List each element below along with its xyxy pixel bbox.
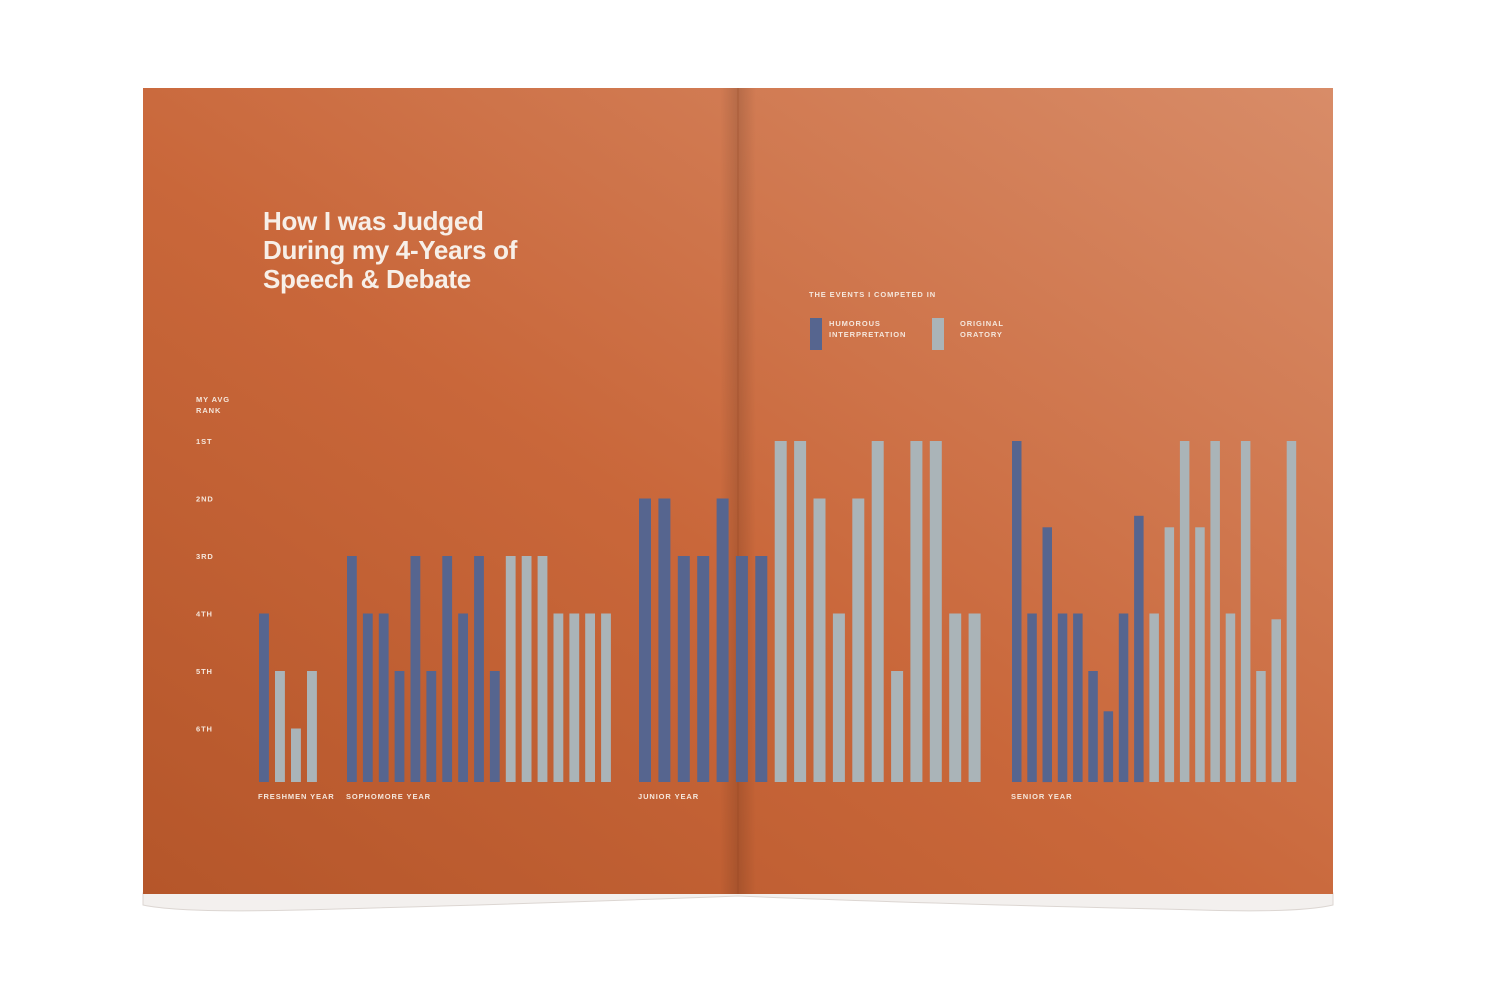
bar-humorous bbox=[394, 671, 405, 782]
bar-oratory bbox=[585, 613, 595, 782]
bar-oratory bbox=[1240, 441, 1251, 782]
title-line: During my 4-Years of bbox=[263, 235, 518, 265]
bar-humorous bbox=[362, 613, 373, 782]
bar-humorous bbox=[489, 671, 500, 782]
y-tick-label: 2ND bbox=[196, 495, 214, 504]
bar-oratory bbox=[537, 556, 548, 782]
title-line: How I was Judged bbox=[263, 206, 484, 236]
bar-humorous bbox=[1012, 441, 1022, 782]
bar-oratory bbox=[949, 613, 962, 782]
bar-oratory bbox=[852, 498, 865, 782]
bar-humorous bbox=[1027, 613, 1037, 782]
bar-oratory bbox=[774, 441, 787, 782]
bar-humorous bbox=[1118, 613, 1129, 782]
bar-oratory bbox=[1149, 613, 1159, 782]
bar-oratory bbox=[1164, 527, 1175, 783]
y-tick-label: 6TH bbox=[196, 725, 213, 734]
x-axis-group-labels: FRESHMEN YEAR SOPHOMORE YEAR JUNIOR YEAR SE… bbox=[258, 792, 1072, 801]
bar-humorous bbox=[639, 498, 651, 782]
bar-oratory bbox=[1179, 441, 1190, 782]
bar-humorous bbox=[1042, 527, 1052, 783]
bar-humorous bbox=[1134, 515, 1144, 783]
bar-oratory bbox=[891, 671, 904, 782]
group-label: JUNIOR YEAR bbox=[638, 792, 699, 801]
bar-oratory bbox=[1256, 671, 1266, 782]
bar-humorous bbox=[735, 556, 748, 782]
y-tick-label: 5TH bbox=[196, 667, 213, 676]
bar-humorous bbox=[677, 556, 690, 782]
bar-oratory bbox=[307, 671, 317, 782]
bar-humorous bbox=[458, 613, 468, 782]
bar-humorous bbox=[658, 498, 671, 782]
bar-oratory bbox=[794, 441, 807, 782]
bar-humorous bbox=[755, 556, 768, 782]
bar-oratory bbox=[832, 613, 845, 782]
bar-oratory bbox=[910, 441, 923, 782]
bar-oratory bbox=[929, 441, 942, 782]
group-label: FRESHMEN YEAR bbox=[258, 792, 335, 801]
y-tick-label: 4TH bbox=[196, 610, 213, 619]
bar-humorous bbox=[1088, 671, 1098, 782]
bar-humorous bbox=[1103, 711, 1114, 783]
chart-title: How I was Judged During my 4-Years of Sp… bbox=[263, 207, 643, 294]
bar-oratory bbox=[601, 613, 611, 782]
bar-oratory bbox=[505, 556, 516, 782]
bar-oratory bbox=[1210, 441, 1220, 782]
bar-oratory bbox=[521, 556, 532, 782]
bar-oratory bbox=[291, 728, 301, 782]
bar-oratory bbox=[553, 613, 564, 782]
bar-humorous bbox=[474, 556, 484, 782]
bar-oratory bbox=[569, 613, 580, 782]
group-label: SENIOR YEAR bbox=[1011, 792, 1072, 801]
y-tick-label: 1ST bbox=[196, 437, 212, 446]
page-bottom-edge bbox=[142, 892, 1334, 912]
y-tick-label: 3RD bbox=[196, 552, 214, 561]
y-axis-ticks: 1ST 2ND 3RD 4TH 5TH 6TH bbox=[196, 437, 214, 734]
bar-humorous bbox=[716, 498, 729, 782]
bar-oratory bbox=[1271, 619, 1281, 783]
bar-humorous bbox=[697, 556, 710, 782]
bar-humorous bbox=[378, 613, 389, 782]
bar-humorous bbox=[442, 556, 453, 782]
bar-humorous bbox=[347, 556, 357, 782]
bar-humorous bbox=[1057, 613, 1068, 782]
bar-oratory bbox=[1225, 613, 1236, 782]
group-label: SOPHOMORE YEAR bbox=[346, 792, 431, 801]
bar-oratory bbox=[1286, 441, 1297, 782]
bar-humorous bbox=[426, 671, 437, 782]
legend-heading: THE EVENTS I COMPETED IN bbox=[809, 290, 937, 299]
bar-humorous bbox=[410, 556, 421, 782]
legend-swatch-oratory bbox=[932, 318, 944, 350]
legend-label-humorous: HUMOROUS INTERPRETATION bbox=[829, 319, 907, 339]
bar-oratory bbox=[968, 613, 981, 782]
legend-label-oratory: ORIGINAL ORATORY bbox=[960, 319, 1004, 339]
bar-oratory bbox=[275, 671, 285, 782]
bar-humorous bbox=[259, 613, 269, 782]
title-line: Speech & Debate bbox=[263, 264, 471, 294]
bar-oratory bbox=[1195, 527, 1205, 783]
bar-oratory bbox=[813, 498, 826, 782]
y-axis-label: MY AVG RANK bbox=[196, 395, 231, 415]
bar-humorous bbox=[1073, 613, 1083, 782]
bar-oratory bbox=[871, 441, 884, 782]
chart-bars bbox=[259, 441, 1297, 783]
legend-swatch-humorous bbox=[810, 318, 822, 350]
